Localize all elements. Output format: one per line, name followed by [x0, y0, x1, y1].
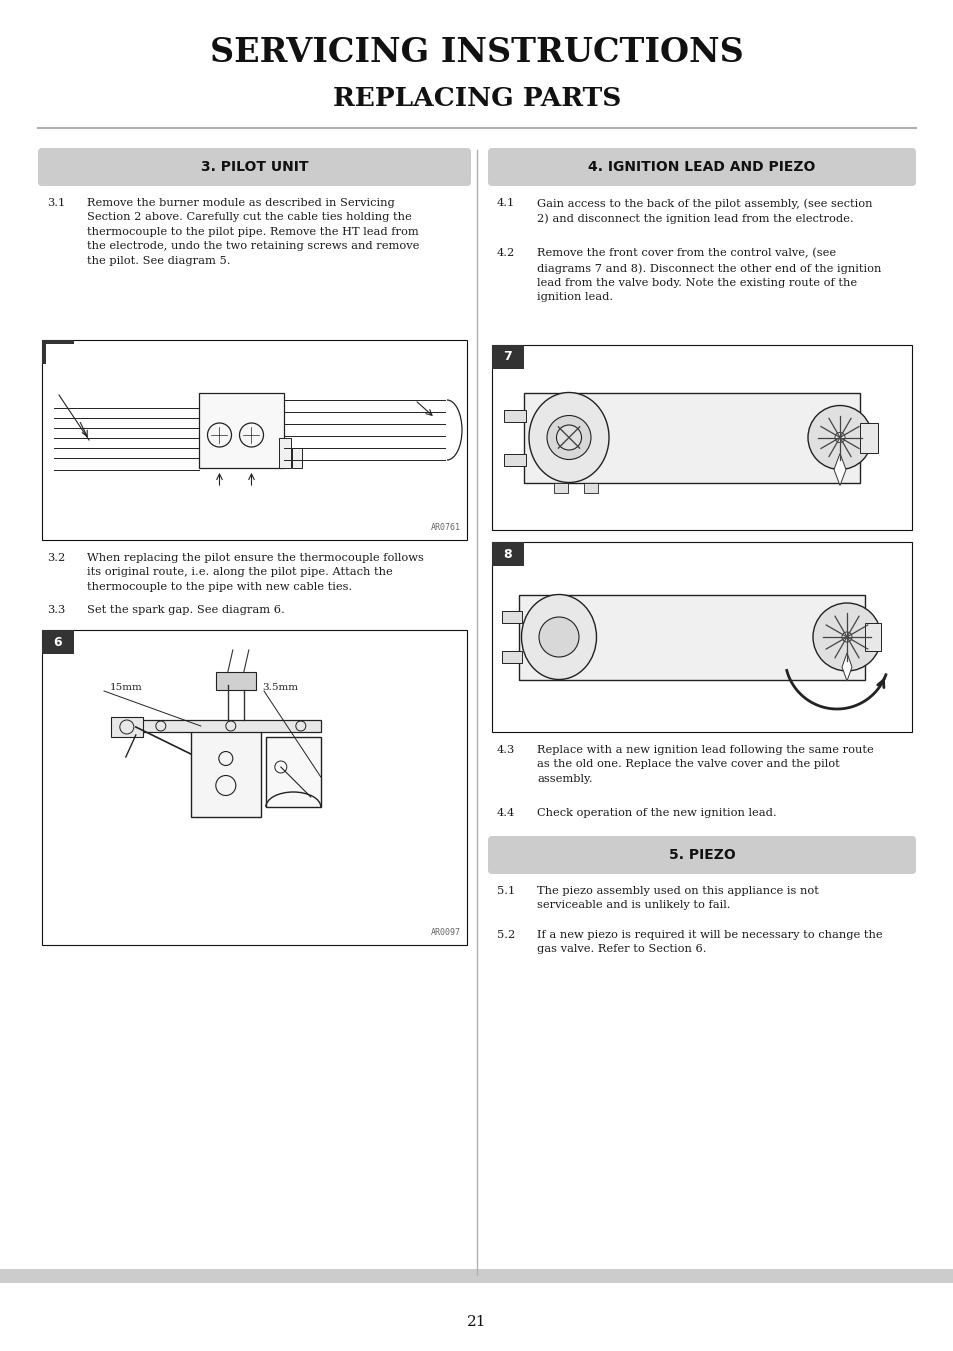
- Bar: [293, 449, 302, 467]
- Circle shape: [546, 416, 590, 459]
- Text: 3.5mm: 3.5mm: [262, 684, 297, 693]
- Circle shape: [538, 617, 578, 657]
- Bar: [523, 393, 859, 482]
- Text: The piezo assembly used on this appliance is not
serviceable and is unlikely to : The piezo assembly used on this applianc…: [537, 886, 818, 911]
- Bar: [0, 1269, 953, 1283]
- Bar: [501, 611, 521, 623]
- Polygon shape: [833, 454, 845, 485]
- Text: 3. PILOT UNIT: 3. PILOT UNIT: [200, 159, 308, 174]
- Text: 5.1: 5.1: [497, 886, 515, 896]
- Bar: [554, 482, 567, 493]
- FancyBboxPatch shape: [38, 149, 471, 186]
- Text: When replacing the pilot ensure the thermocouple follows
its original route, i.e: When replacing the pilot ensure the ther…: [87, 553, 423, 592]
- Text: 4.2: 4.2: [497, 249, 515, 258]
- Bar: [864, 623, 880, 651]
- Text: 5: 5: [53, 346, 62, 358]
- Ellipse shape: [521, 594, 596, 680]
- Bar: [518, 594, 864, 680]
- Bar: [503, 409, 525, 422]
- Bar: [42, 630, 467, 944]
- Text: Remove the front cover from the control valve, (see
diagrams 7 and 8). Disconnec: Remove the front cover from the control …: [537, 249, 881, 303]
- Text: 4.1: 4.1: [497, 199, 515, 208]
- Bar: [492, 542, 911, 732]
- Text: 5.2: 5.2: [497, 929, 515, 940]
- Bar: [42, 340, 467, 540]
- Polygon shape: [124, 719, 148, 735]
- Text: 4.3: 4.3: [497, 744, 515, 755]
- Bar: [191, 727, 260, 817]
- Text: 7: 7: [503, 350, 512, 363]
- Circle shape: [812, 603, 880, 671]
- Text: REPLACING PARTS: REPLACING PARTS: [333, 85, 620, 111]
- Text: 21: 21: [467, 1315, 486, 1329]
- Bar: [859, 423, 877, 453]
- Bar: [266, 738, 320, 807]
- Text: Replace with a new ignition lead following the same route
as the old one. Replac: Replace with a new ignition lead followi…: [537, 744, 873, 784]
- Circle shape: [807, 405, 871, 470]
- Text: 3.1: 3.1: [47, 199, 65, 208]
- Bar: [42, 340, 74, 363]
- Bar: [492, 345, 523, 369]
- Bar: [111, 717, 143, 738]
- Text: Remove the burner module as described in Servicing
Section 2 above. Carefully cu: Remove the burner module as described in…: [87, 199, 419, 266]
- Text: Check operation of the new ignition lead.: Check operation of the new ignition lead…: [537, 808, 776, 817]
- Bar: [503, 454, 525, 466]
- Text: Gain access to the back of the pilot assembly, (see section
2) and disconnect th: Gain access to the back of the pilot ass…: [537, 199, 872, 224]
- Text: Set the spark gap. See diagram 6.: Set the spark gap. See diagram 6.: [87, 605, 284, 615]
- Ellipse shape: [529, 393, 608, 482]
- Bar: [492, 542, 523, 566]
- Text: 4. IGNITION LEAD AND PIEZO: 4. IGNITION LEAD AND PIEZO: [588, 159, 815, 174]
- Bar: [501, 651, 521, 663]
- Bar: [215, 671, 255, 690]
- Text: 3.2: 3.2: [47, 553, 65, 563]
- FancyBboxPatch shape: [488, 836, 915, 874]
- Bar: [199, 393, 284, 467]
- Text: AR0097: AR0097: [431, 928, 460, 938]
- Text: SERVICING INSTRUCTIONS: SERVICING INSTRUCTIONS: [210, 35, 743, 69]
- Text: 3.3: 3.3: [47, 605, 65, 615]
- Ellipse shape: [556, 426, 581, 450]
- Bar: [141, 720, 320, 732]
- Text: AR0761: AR0761: [431, 523, 460, 532]
- Text: If a new piezo is required it will be necessary to change the
gas valve. Refer t: If a new piezo is required it will be ne…: [537, 929, 882, 954]
- Text: 5. PIEZO: 5. PIEZO: [668, 848, 735, 862]
- Circle shape: [834, 432, 844, 443]
- Text: 4.4: 4.4: [497, 808, 515, 817]
- Bar: [42, 630, 74, 654]
- Bar: [492, 345, 911, 530]
- Text: 6: 6: [53, 635, 62, 648]
- Polygon shape: [841, 653, 851, 681]
- FancyBboxPatch shape: [488, 149, 915, 186]
- Text: 8: 8: [503, 547, 512, 561]
- Bar: [46, 345, 462, 536]
- Bar: [583, 482, 598, 493]
- Text: 15mm: 15mm: [110, 684, 143, 693]
- Circle shape: [841, 632, 851, 642]
- Bar: [279, 438, 292, 467]
